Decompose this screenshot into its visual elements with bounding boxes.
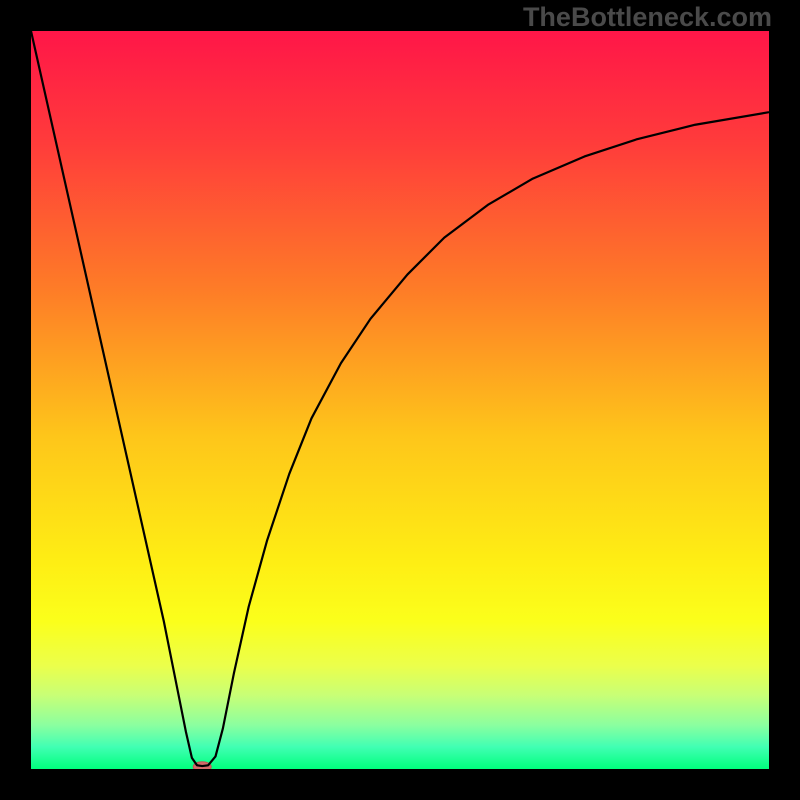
gradient-background (31, 31, 769, 769)
chart-frame: TheBottleneck.com (0, 0, 800, 800)
watermark-text: TheBottleneck.com (523, 2, 772, 33)
bottleneck-curve-plot (31, 31, 769, 769)
